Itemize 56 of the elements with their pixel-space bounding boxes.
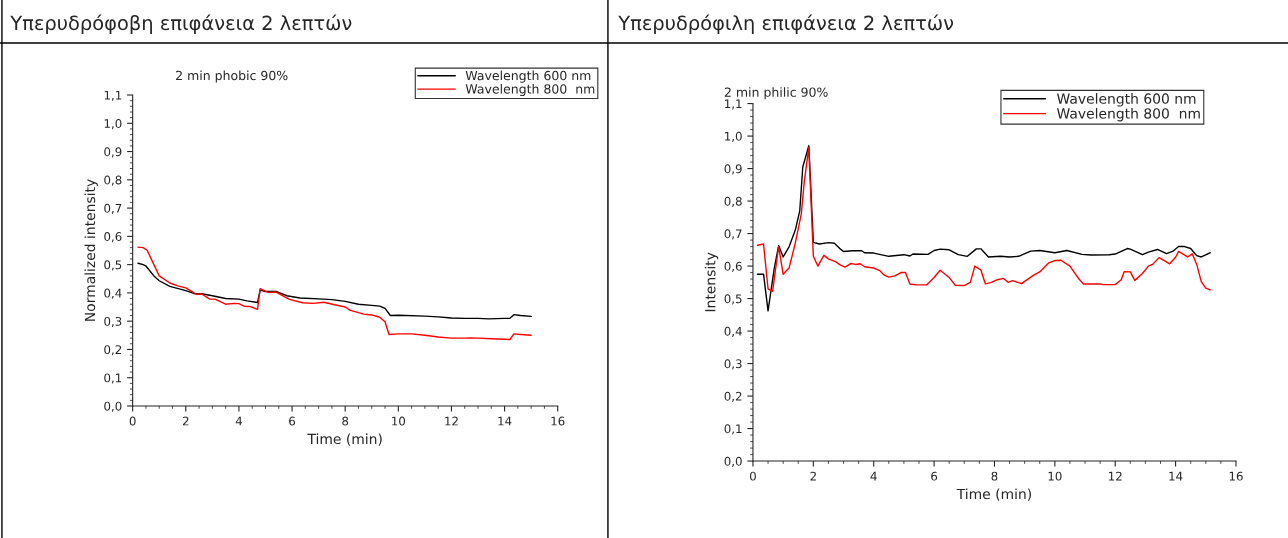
y-tick-label: 0,0 — [724, 456, 742, 467]
y-tick-label: 0,9 — [104, 147, 122, 158]
y-tick-label: 0,2 — [104, 345, 122, 356]
chart-title: Υπερυδρόφοβη επιφάνεια 2 λεπτών — [10, 14, 352, 35]
text: 2 min philic 90% — [724, 87, 828, 100]
x-tick-label: 0 — [749, 471, 756, 481]
x-tick-label: 14 — [498, 416, 512, 426]
legend-label: Wavelength 600 nm — [1056, 93, 1196, 107]
y-tick-label: 0,6 — [104, 232, 122, 243]
y-tick-label: 1,1 — [104, 90, 122, 101]
y-tick-label: 0,9 — [724, 164, 742, 175]
y-tick-label: 0,4 — [724, 326, 742, 337]
x-tick-label: 14 — [1169, 471, 1183, 481]
legend-label: Wavelength 800 nm — [1056, 107, 1200, 122]
x-tick-label: 6 — [289, 416, 296, 426]
x-tick-label: 4 — [870, 471, 877, 481]
y-tick-label: 0,2 — [724, 391, 742, 402]
x-tick-label: 2 — [182, 416, 189, 426]
line-series — [137, 246, 532, 341]
y-tick-label: 0,0 — [104, 401, 122, 412]
y-tick-label: 1,1 — [725, 99, 742, 110]
x-tick-label: 0 — [129, 416, 136, 426]
x-tick-label: 10 — [1048, 471, 1062, 481]
legend-label: Wavelength 800 nm — [465, 83, 595, 97]
y-tick-label: 0,8 — [104, 175, 122, 186]
x-tick-label: 16 — [1229, 471, 1243, 481]
y-tick-label: 0,3 — [104, 316, 122, 328]
x-axis-title: Time (min) — [956, 488, 1031, 501]
legend-label: Wavelength 600 nm — [465, 70, 591, 83]
x-tick-label: 8 — [342, 416, 349, 426]
y-tick-label: 0,7 — [104, 203, 122, 214]
y-tick-label: 0,4 — [104, 288, 122, 299]
x-tick-label: 12 — [445, 416, 458, 426]
x-tick-label: 2 — [810, 471, 816, 481]
y-tick-label: 0,5 — [104, 260, 122, 271]
y-axis-title: Intensity — [704, 252, 719, 312]
y-tick-label: 0,1 — [724, 424, 742, 435]
y-axis-title: Normalized intensity — [84, 179, 98, 321]
x-tick-label: 12 — [1109, 471, 1122, 481]
line-series — [137, 262, 532, 320]
y-tick-label: 0,5 — [724, 294, 742, 305]
chart-title: Υπερυδρόφιλη επιφάνεια 2 λεπτών — [618, 14, 954, 35]
y-tick-label: 0,1 — [104, 373, 122, 384]
x-tick-label: 8 — [991, 471, 998, 481]
x-tick-label: 10 — [392, 416, 406, 426]
y-tick-label: 1,0 — [104, 119, 122, 130]
x-tick-label: 16 — [551, 416, 565, 426]
y-tick-label: 0,6 — [724, 261, 742, 272]
y-tick-label: 0,3 — [724, 359, 742, 370]
x-axis-title: Time (min) — [307, 433, 382, 446]
text: 2 min phobic 90% — [176, 70, 288, 83]
x-tick-label: 4 — [235, 416, 243, 426]
y-tick-label: 0,7 — [724, 229, 742, 240]
x-tick-label: 6 — [931, 471, 938, 481]
y-tick-label: 0,8 — [724, 196, 742, 207]
y-tick-label: 1,0 — [725, 131, 742, 142]
